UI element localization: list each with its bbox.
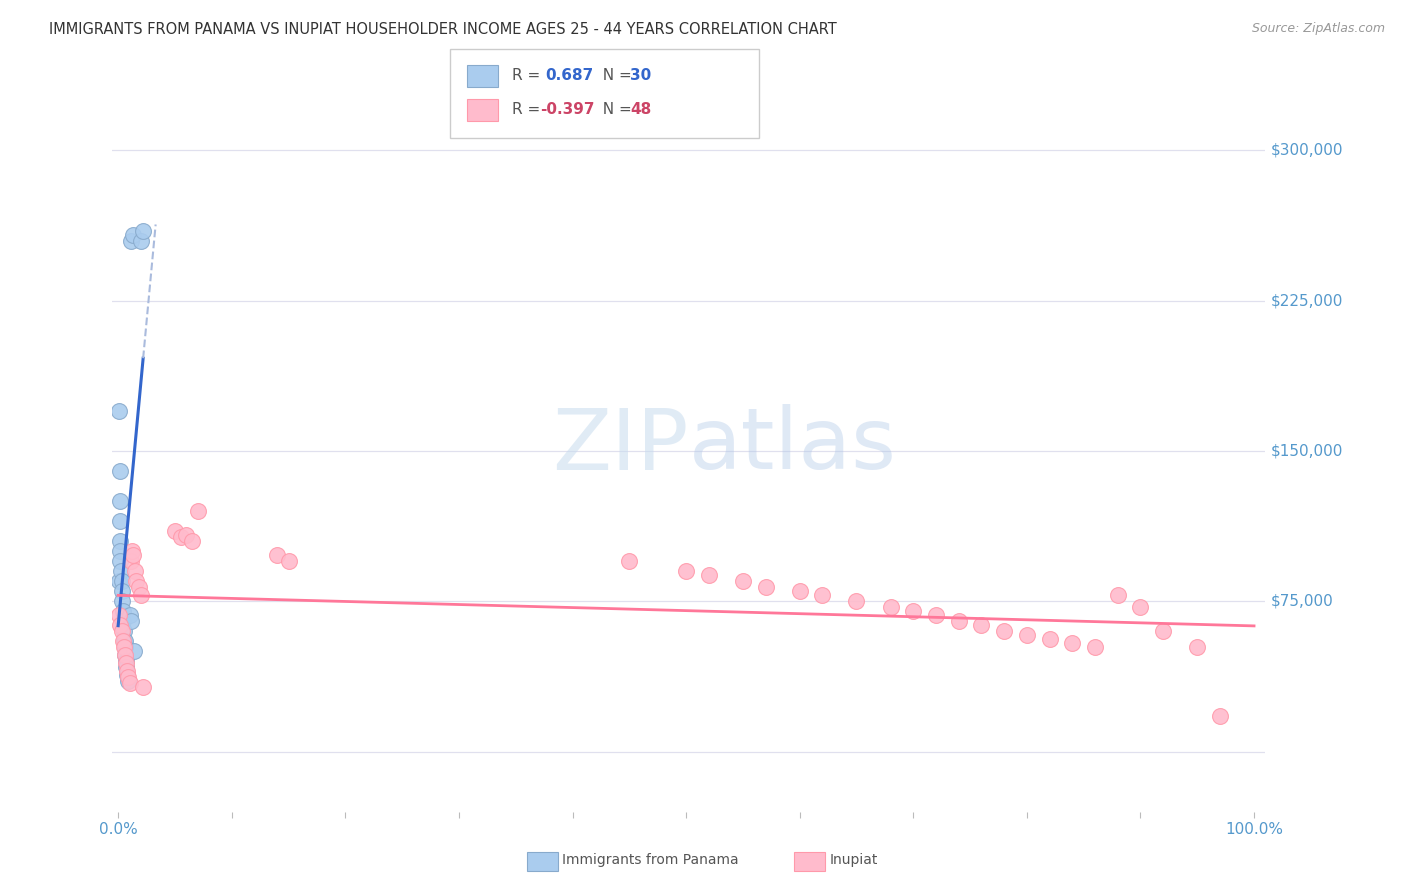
Point xyxy=(125,574,148,589)
Point xyxy=(903,604,925,618)
Point xyxy=(108,608,131,623)
Point xyxy=(948,615,970,629)
Point xyxy=(110,618,132,632)
Point xyxy=(789,584,811,599)
Point xyxy=(845,594,868,608)
Point xyxy=(115,657,138,671)
Point xyxy=(108,404,131,418)
Point xyxy=(110,564,132,578)
Point xyxy=(124,564,146,578)
Point xyxy=(114,648,136,663)
Point xyxy=(110,544,132,558)
Point xyxy=(110,554,132,568)
Text: $225,000: $225,000 xyxy=(1271,293,1344,309)
Point xyxy=(112,624,135,639)
Text: R =: R = xyxy=(512,103,546,117)
Point xyxy=(120,615,142,629)
Point xyxy=(108,534,131,549)
Point xyxy=(128,580,150,594)
Point xyxy=(1039,632,1062,647)
Point xyxy=(129,588,152,602)
Point xyxy=(121,544,143,558)
Point xyxy=(879,600,901,615)
Point xyxy=(122,644,145,658)
Text: R =: R = xyxy=(512,69,550,83)
Point xyxy=(755,580,778,594)
Point xyxy=(108,494,131,508)
Text: 0.687: 0.687 xyxy=(546,69,593,83)
Text: 48: 48 xyxy=(630,103,651,117)
Point xyxy=(129,234,152,248)
Point xyxy=(675,564,697,578)
Point xyxy=(1187,640,1209,655)
Point xyxy=(108,514,131,528)
Point xyxy=(117,665,139,679)
Point xyxy=(811,588,834,602)
Point xyxy=(110,624,132,639)
Point xyxy=(993,624,1015,639)
Point xyxy=(176,528,198,542)
Point xyxy=(1015,628,1038,642)
Text: Inupiat: Inupiat xyxy=(830,853,877,867)
Point xyxy=(132,223,155,237)
Point xyxy=(107,574,129,589)
Text: 30: 30 xyxy=(630,69,651,83)
Point xyxy=(115,655,138,669)
Text: atlas: atlas xyxy=(689,404,897,488)
Text: Source: ZipAtlas.com: Source: ZipAtlas.com xyxy=(1251,22,1385,36)
Point xyxy=(619,554,641,568)
Text: N =: N = xyxy=(593,103,637,117)
Point xyxy=(970,618,993,632)
Point xyxy=(181,534,204,549)
Point xyxy=(1152,624,1174,639)
Point xyxy=(925,608,948,623)
Point xyxy=(120,554,142,568)
Point xyxy=(163,524,186,538)
Text: ZIP: ZIP xyxy=(553,404,689,488)
Text: $300,000: $300,000 xyxy=(1271,143,1344,158)
Text: N =: N = xyxy=(593,69,637,83)
Point xyxy=(187,504,209,518)
Text: $150,000: $150,000 xyxy=(1271,443,1344,458)
Point xyxy=(1084,640,1107,655)
Point xyxy=(111,615,134,629)
Point xyxy=(111,634,134,648)
Point xyxy=(266,548,288,562)
Point xyxy=(108,464,131,478)
Point xyxy=(277,554,299,568)
Point xyxy=(120,234,142,248)
Point xyxy=(117,668,139,682)
Point xyxy=(110,584,132,599)
Point xyxy=(111,604,134,618)
Point xyxy=(114,634,136,648)
Text: $75,000: $75,000 xyxy=(1271,594,1334,609)
Point xyxy=(697,568,720,582)
Point xyxy=(118,676,141,690)
Point xyxy=(1129,600,1152,615)
Point xyxy=(114,648,136,663)
Point xyxy=(1062,636,1084,650)
Point xyxy=(117,674,139,689)
Text: Immigrants from Panama: Immigrants from Panama xyxy=(562,853,740,867)
Point xyxy=(114,640,136,655)
Point xyxy=(118,608,141,623)
Point xyxy=(1209,708,1232,723)
Point xyxy=(112,640,135,655)
Point xyxy=(132,681,155,695)
Point xyxy=(112,634,135,648)
Point xyxy=(169,530,191,544)
Point xyxy=(115,660,138,674)
Point xyxy=(1107,588,1129,602)
Point xyxy=(117,670,139,684)
Point xyxy=(731,574,754,589)
Text: -0.397: -0.397 xyxy=(540,103,595,117)
Text: IMMIGRANTS FROM PANAMA VS INUPIAT HOUSEHOLDER INCOME AGES 25 - 44 YEARS CORRELAT: IMMIGRANTS FROM PANAMA VS INUPIAT HOUSEH… xyxy=(49,22,837,37)
Point xyxy=(110,594,132,608)
Point xyxy=(110,574,132,589)
Point xyxy=(122,548,145,562)
Point xyxy=(122,227,145,242)
